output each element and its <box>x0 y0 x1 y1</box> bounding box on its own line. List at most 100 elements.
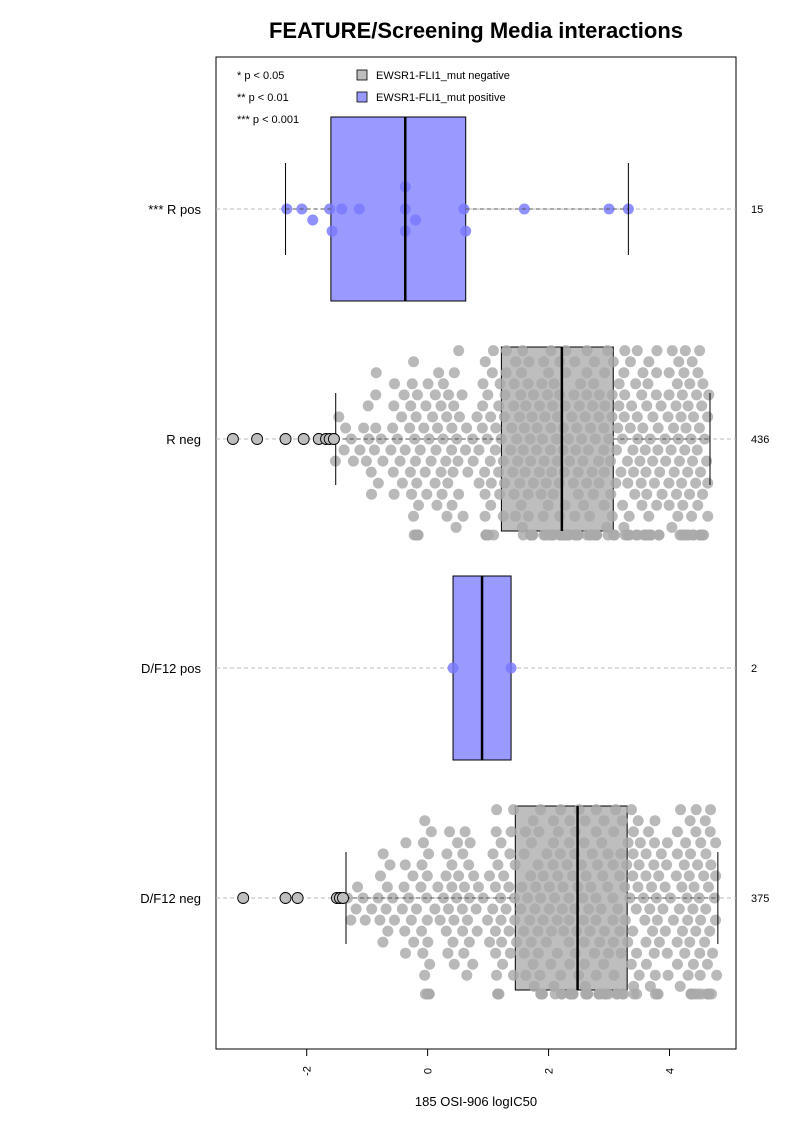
data-point <box>688 881 700 893</box>
data-point <box>347 455 359 467</box>
data-point <box>686 356 698 368</box>
data-point <box>671 488 683 500</box>
data-point <box>538 356 550 368</box>
data-point <box>678 859 690 871</box>
data-point <box>698 870 710 882</box>
outlier-point <box>226 433 239 445</box>
data-point <box>563 914 575 926</box>
data-point <box>682 466 694 478</box>
data-point <box>489 881 501 893</box>
data-point <box>350 903 362 915</box>
data-point <box>542 389 554 401</box>
data-point <box>694 466 706 478</box>
data-point <box>440 455 452 467</box>
data-point <box>340 422 352 434</box>
data-point <box>625 958 637 970</box>
data-point <box>670 400 682 412</box>
data-point <box>608 826 620 838</box>
data-point <box>429 477 441 489</box>
data-point <box>554 510 566 522</box>
group-label: *** R pos <box>148 202 201 217</box>
data-point <box>710 837 722 849</box>
sig-legend-3: *** p < 0.001 <box>237 114 299 126</box>
data-point <box>619 914 631 926</box>
data-point <box>588 947 600 959</box>
data-point <box>537 510 549 522</box>
data-point <box>427 411 439 423</box>
data-point <box>555 804 567 816</box>
data-point <box>621 859 633 871</box>
data-point <box>697 488 709 500</box>
data-point <box>448 400 460 412</box>
data-point <box>374 914 386 926</box>
data-point <box>655 400 667 412</box>
data-point <box>507 466 519 478</box>
sig-legend-2: ** p < 0.01 <box>237 92 289 104</box>
data-point <box>410 455 422 467</box>
data-point <box>398 389 410 401</box>
data-point <box>511 936 523 948</box>
data-point <box>442 947 454 959</box>
data-point <box>684 815 696 827</box>
data-point <box>537 870 549 882</box>
data-point <box>607 936 619 948</box>
data-point <box>463 892 475 904</box>
data-point <box>687 958 699 970</box>
data-point <box>634 455 646 467</box>
data-point <box>630 378 642 390</box>
chart-title: FEATURE/Screening Media interactions <box>269 18 683 43</box>
data-point <box>615 947 627 959</box>
data-point <box>630 903 642 915</box>
outlier-point <box>291 892 304 904</box>
data-point <box>562 433 574 445</box>
data-point <box>586 848 598 860</box>
data-point <box>522 378 534 390</box>
data-point <box>515 367 527 379</box>
data-point <box>532 925 544 937</box>
data-point <box>414 444 426 456</box>
data-point <box>461 914 473 926</box>
data-point <box>636 499 648 511</box>
data-point <box>618 411 630 423</box>
data-point <box>569 356 581 368</box>
data-point <box>495 837 507 849</box>
data-point <box>667 914 679 926</box>
data-point <box>472 881 484 893</box>
data-point <box>629 488 641 500</box>
data-point <box>673 455 685 467</box>
data-point <box>593 477 605 489</box>
data-point <box>649 815 661 827</box>
data-point <box>353 203 365 215</box>
data-point <box>532 947 544 959</box>
mutation-legend: EWSR1-FLI1_mut negative EWSR1-FLI1_mut p… <box>356 69 510 104</box>
data-point <box>400 947 412 959</box>
data-point <box>627 826 639 838</box>
data-point <box>682 969 694 981</box>
data-point <box>583 903 595 915</box>
data-point <box>679 345 691 357</box>
data-point <box>467 958 479 970</box>
data-point <box>643 510 655 522</box>
data-point <box>703 389 715 401</box>
data-point <box>499 389 511 401</box>
data-point <box>417 837 429 849</box>
data-point <box>419 969 431 981</box>
outlier-point <box>297 433 310 445</box>
data-point <box>671 936 683 948</box>
data-point <box>602 988 614 1000</box>
data-point <box>547 400 559 412</box>
data-point <box>522 488 534 500</box>
data-point <box>674 980 686 992</box>
data-point <box>515 499 527 511</box>
group-label: R neg <box>166 432 201 447</box>
data-point <box>577 892 589 904</box>
data-point <box>578 958 590 970</box>
data-point <box>695 837 707 849</box>
data-point <box>385 444 397 456</box>
data-point <box>593 411 605 423</box>
data-point <box>500 367 512 379</box>
data-point <box>590 892 602 904</box>
data-point <box>404 422 416 434</box>
x-axis: -2 0 2 4 <box>302 1048 676 1076</box>
data-point <box>573 804 585 816</box>
